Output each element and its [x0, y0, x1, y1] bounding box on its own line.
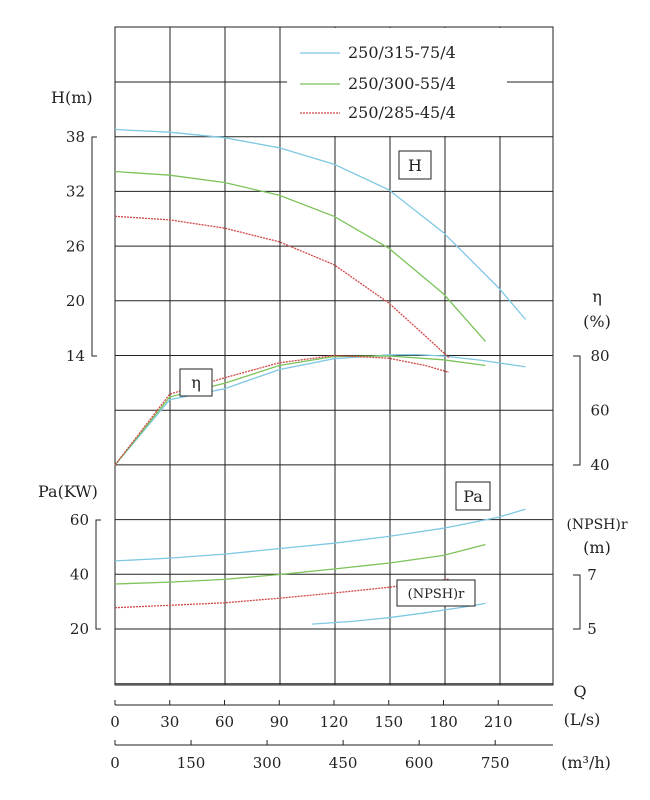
eta-axis-ticks: 80 60 40	[590, 347, 609, 474]
q-ls-tick-label: 0	[110, 713, 120, 731]
npsh-tick-label: 7	[587, 566, 597, 584]
eta-axis-bracket	[573, 355, 581, 466]
q-m3h-tick-label: 150	[177, 754, 206, 772]
series-3-eta-line	[114, 354, 450, 466]
pa-axis-label: Pa(KW)	[38, 482, 98, 501]
svg-text:η: η	[191, 373, 201, 392]
pa-tick-label: 20	[70, 620, 89, 638]
series-3-h-line	[114, 215, 450, 359]
q-m3h-ticks: 0 150 300 450 600 750	[110, 740, 510, 772]
q-ls-tick-label: 60	[215, 713, 234, 731]
series-2-pa-line	[114, 543, 486, 585]
q-m3h-tick-label: 600	[405, 754, 434, 772]
curves	[114, 128, 527, 625]
h-axis-ticks: 38 32 26 20 14	[66, 128, 85, 365]
legend-label-1: 250/315-75/4	[348, 43, 456, 62]
eta-axis-label: η	[592, 287, 602, 306]
q-ls-unit: (L/s)	[564, 710, 601, 729]
series-1-npsh-line	[312, 602, 486, 625]
h-tick-label: 38	[66, 128, 85, 146]
curve-label-Pa: Pa	[455, 481, 491, 511]
h-tick-label: 14	[66, 347, 85, 365]
q-ls-ticks: 0 30 60 90 120 150 180 210	[110, 700, 513, 731]
series-2-h-line	[114, 170, 486, 342]
q-ls-tick-label: 180	[429, 713, 458, 731]
q-ls-tick-label: 120	[320, 713, 349, 731]
h-tick-label: 26	[66, 237, 85, 255]
q-m3h-unit: (m³/h)	[561, 753, 611, 772]
legend-label-2: 250/300-55/4	[348, 74, 456, 93]
h-axis-label: H(m)	[51, 88, 93, 107]
series-3-pa-line	[114, 578, 450, 609]
svg-text:(NPSH)r: (NPSH)r	[408, 587, 466, 602]
npsh-axis-ticks: 75	[587, 566, 597, 638]
q-ls-tick-label: 30	[160, 713, 179, 731]
legend-label-3: 250/285-45/4	[348, 103, 456, 122]
svg-text:Pa: Pa	[463, 487, 483, 506]
q-axis-label: Q	[573, 682, 586, 701]
series-2-eta-line	[114, 355, 486, 466]
npsh-axis-label: (NPSH)r	[566, 517, 627, 533]
q-m3h-tick-label: 750	[481, 754, 510, 772]
npsh-tick-label: 5	[587, 620, 597, 638]
eta-tick-label: 40	[590, 456, 609, 474]
pa-axis-ticks: 60 40 20	[70, 511, 89, 638]
h-axis-bracket	[91, 136, 97, 357]
q-m3h-tick-label: 450	[329, 754, 358, 772]
h-tick-label: 20	[66, 292, 85, 310]
q-ls-tick-label: 150	[374, 713, 403, 731]
eta-axis-unit: (%)	[583, 312, 611, 331]
q-m3h-tick-label: 300	[253, 754, 282, 772]
h-tick-label: 32	[66, 183, 85, 201]
eta-tick-label: 80	[590, 347, 609, 365]
npsh-axis-bracket	[573, 574, 581, 630]
q-ls-tick-label: 90	[270, 713, 289, 731]
curve-label-eta: η	[179, 368, 213, 397]
pa-tick-label: 40	[70, 566, 89, 584]
npsh-axis-unit: (m)	[583, 538, 611, 557]
curve-label-H: H	[398, 150, 432, 180]
pa-axis-bracket	[95, 519, 101, 630]
pa-tick-label: 60	[70, 511, 89, 529]
eta-tick-label: 60	[590, 402, 609, 420]
q-m3h-tick-label: 0	[110, 754, 120, 772]
svg-text:H: H	[408, 156, 422, 175]
q-ls-tick-label: 210	[484, 713, 513, 731]
curve-label-NPSH: (NPSH)r	[396, 579, 476, 607]
series-1-pa-line	[114, 508, 526, 562]
series-1-h-line	[114, 128, 527, 320]
legend: 250/315-75/4 250/300-55/4 250/285-45/4	[287, 28, 507, 136]
